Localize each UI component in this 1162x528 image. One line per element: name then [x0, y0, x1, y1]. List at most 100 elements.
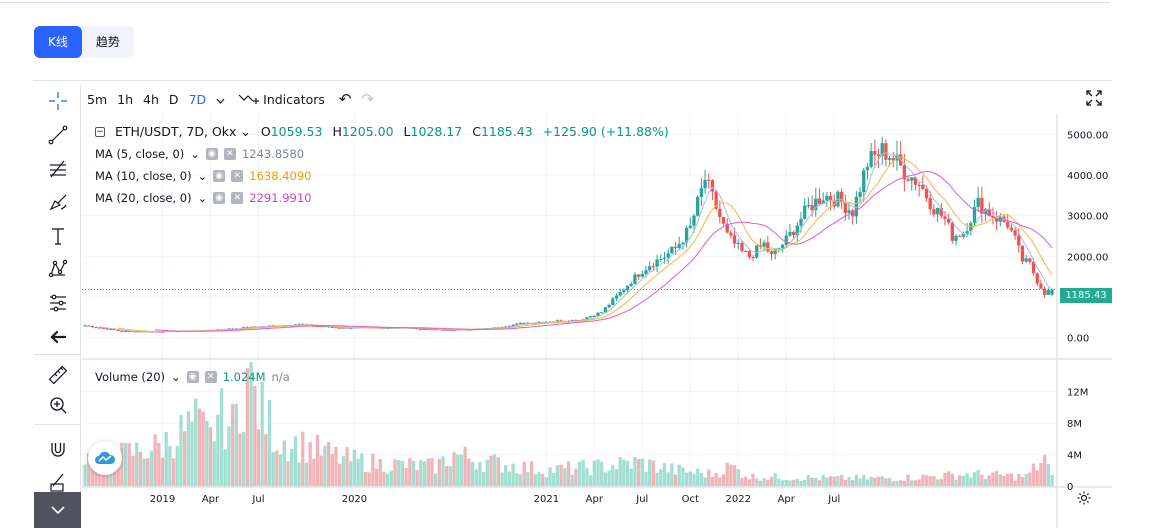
prediction-icon[interactable] — [34, 288, 81, 318]
candle-body — [950, 222, 954, 241]
volume-bar — [858, 478, 862, 486]
ohlc-close: C1185.43 — [472, 124, 533, 139]
volume-bar — [378, 458, 382, 486]
ruler-icon[interactable] — [34, 360, 81, 390]
volume-bar — [718, 477, 722, 486]
candle — [939, 202, 943, 219]
volume-bar — [1006, 473, 1010, 486]
price-chart[interactable]: 5000.004000.003000.002000.001000.000.001… — [82, 114, 1112, 528]
undo-icon[interactable]: ↶ — [338, 90, 352, 108]
lock-pencil-icon[interactable] — [34, 466, 81, 496]
volume-bar — [548, 467, 552, 486]
volume-bar — [607, 470, 611, 486]
app-logo — [88, 441, 122, 475]
candle — [588, 315, 593, 318]
candle-body — [90, 325, 95, 328]
zoom-in-icon[interactable] — [34, 390, 81, 420]
time-tick-label: Apr — [202, 494, 220, 505]
volume-bar — [603, 472, 608, 486]
volume-bar — [356, 458, 360, 486]
candle-body — [127, 331, 131, 333]
ma5-legend[interactable]: MA (5, close, 0) ⌄ ◉ ✕ 1243.8580 — [95, 147, 305, 161]
trend-line-icon[interactable] — [34, 120, 81, 150]
candle — [858, 187, 862, 204]
candle-body — [791, 231, 796, 236]
volume-bar — [987, 475, 991, 486]
candle — [910, 177, 914, 191]
crosshair-icon[interactable] — [34, 86, 81, 116]
volume-bar — [1028, 472, 1032, 486]
timeframe-dropdown[interactable] — [211, 92, 230, 107]
volume-bar — [441, 456, 445, 486]
collapse-legend-icon[interactable]: − — [95, 126, 105, 137]
gear-icon[interactable] — [1076, 490, 1092, 506]
volume-bar — [360, 453, 364, 486]
candle-body — [588, 316, 593, 318]
symbol-title[interactable]: ETH/USDT, 7D, Okx ⌄ — [115, 124, 251, 139]
fullscreen-icon[interactable] — [1085, 89, 1103, 107]
tab-kline[interactable]: K线 — [34, 26, 82, 58]
timeframe-7d[interactable]: 7D — [188, 91, 207, 107]
candle — [648, 261, 652, 273]
volume-bar — [994, 470, 999, 486]
candle — [696, 195, 700, 217]
candle — [636, 273, 641, 280]
volume-legend[interactable]: Volume (20) ⌄ ◉ ✕ 1.024M n/a — [95, 370, 290, 384]
volume-bar — [625, 460, 630, 486]
indicators-button[interactable]: Indicators — [238, 91, 325, 107]
volume-bar — [777, 478, 781, 486]
candle-body — [943, 216, 947, 219]
timeframe-4h[interactable]: 4h — [143, 91, 159, 107]
pattern-icon[interactable] — [34, 254, 81, 284]
candle — [803, 198, 807, 220]
candle-body — [419, 328, 423, 330]
volume-bar — [648, 459, 652, 486]
timeframe-1d[interactable]: D — [168, 91, 179, 107]
candle-body — [795, 225, 799, 236]
ma20-legend[interactable]: MA (20, close, 0) ⌄ ◉ ✕ 2291.9910 — [95, 191, 312, 205]
volume-bar — [736, 469, 740, 486]
candle-body — [954, 235, 958, 241]
candle — [788, 224, 792, 237]
candle — [1028, 257, 1032, 265]
candle-body — [928, 198, 932, 210]
tab-trend[interactable]: 趋势 — [95, 35, 120, 49]
candle — [980, 186, 984, 224]
volume-bar — [795, 478, 799, 486]
close-icon: ✕ — [223, 148, 236, 160]
view-tabs: K线 趋势 — [34, 26, 134, 58]
volume-bar — [902, 481, 907, 486]
volume-bar — [935, 479, 940, 486]
redo-icon[interactable]: ↷ — [361, 90, 375, 108]
candle — [94, 326, 98, 329]
back-arrow-icon[interactable] — [34, 322, 81, 352]
candle-body — [441, 329, 445, 331]
brush-icon[interactable] — [34, 187, 81, 217]
fib-icon[interactable] — [34, 154, 81, 184]
candle-body — [636, 274, 641, 277]
candle — [622, 288, 626, 295]
ma10-legend[interactable]: MA (10, close, 0) ⌄ ◉ ✕ 1638.4090 — [95, 169, 312, 183]
candle — [902, 153, 907, 192]
volume-bar — [740, 477, 744, 486]
timeframe-1h[interactable]: 1h — [117, 91, 134, 107]
volume-bar — [939, 478, 943, 486]
candle-body — [160, 331, 165, 333]
volume-bar — [640, 458, 644, 486]
volume-bar — [448, 466, 453, 486]
candle-body — [315, 325, 320, 327]
candle — [670, 246, 674, 254]
candle-body — [780, 244, 785, 249]
volume-bar — [371, 453, 375, 486]
volume-bar — [504, 465, 508, 486]
timeframe-5m[interactable]: 5m — [87, 91, 108, 107]
volume-bar — [87, 453, 91, 486]
candle-body — [987, 209, 991, 216]
magnet-icon[interactable] — [34, 434, 81, 464]
volume-bar — [791, 479, 796, 486]
text-icon[interactable] — [34, 221, 81, 251]
volume-bar — [260, 381, 264, 486]
candle — [1009, 224, 1014, 233]
collapse-toolbar-button[interactable] — [34, 492, 81, 528]
volume-bar — [699, 473, 704, 486]
